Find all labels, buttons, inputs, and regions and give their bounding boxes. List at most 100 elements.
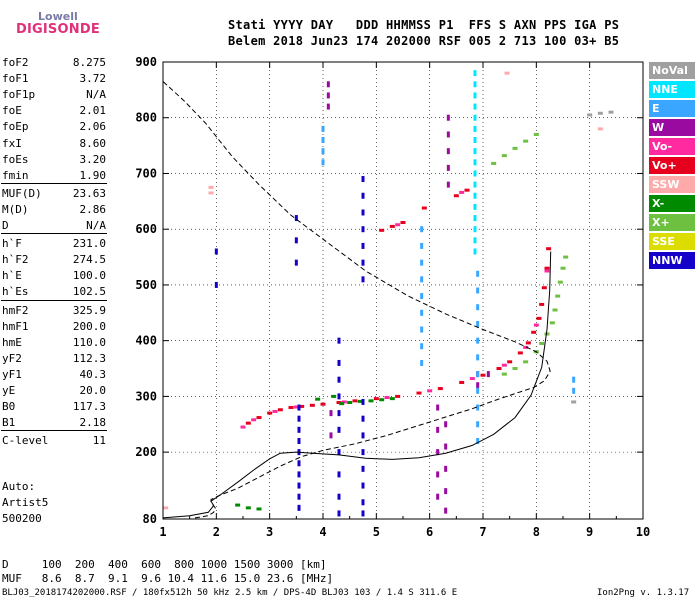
param-row: yF1 40.3 [2, 368, 106, 384]
data-point-x- [379, 398, 385, 402]
data-point-e [476, 287, 480, 294]
data-point-nnw [294, 237, 298, 244]
data-point-e [420, 343, 424, 350]
param-name: foEs [2, 152, 29, 166]
data-point-nnw [294, 215, 298, 222]
data-point-vo- [256, 416, 262, 420]
param-value: 40.3 [79, 367, 107, 381]
data-point-e [321, 125, 325, 132]
chart-marks [163, 70, 614, 517]
auto-artist: Artist5 [2, 496, 49, 509]
data-point-x- [347, 401, 353, 405]
data-point-x- [339, 402, 345, 406]
param-row: hmF1 200.0 [2, 320, 106, 336]
data-point-vo- [464, 188, 470, 192]
data-point-w [326, 92, 330, 99]
x-tick-label: 4 [319, 525, 326, 539]
data-point-ssw [504, 71, 510, 75]
data-point-w [436, 449, 440, 456]
data-point-nne [473, 203, 477, 210]
virtual-height-curve [162, 251, 552, 519]
data-point-vo- [533, 323, 539, 327]
data-point-nnw [361, 432, 365, 439]
param-value: 23.63 [72, 186, 106, 200]
data-point-nnw [361, 276, 365, 283]
data-point-vo- [336, 401, 342, 405]
data-point-e [476, 304, 480, 311]
data-point-vo- [384, 396, 390, 400]
data-point-x- [544, 332, 550, 336]
data-point-e [476, 371, 480, 378]
data-point-e [476, 421, 480, 428]
data-point-vo- [373, 397, 379, 401]
data-point-vo- [546, 247, 552, 251]
data-point-nne [473, 92, 477, 99]
data-point-nnw [297, 426, 301, 433]
data-point-vo- [531, 330, 537, 334]
param-name: foF1p [2, 88, 36, 102]
y-tick-label: 800 [135, 111, 157, 125]
x-tick-label: 5 [373, 525, 380, 539]
param-row: M(D) 2.86 [2, 203, 106, 219]
param-name: h`E [2, 269, 22, 283]
data-point-nnw [337, 359, 341, 366]
data-point-noval [597, 111, 603, 115]
data-point-nnw [361, 465, 365, 472]
param-name: hmF2 [2, 303, 29, 317]
data-point-vo- [272, 409, 278, 413]
data-point-x- [533, 132, 539, 136]
param-name: yF1 [2, 367, 22, 381]
param-value: N/A [86, 219, 106, 232]
data-point-nne [473, 81, 477, 88]
data-point-e [420, 293, 424, 300]
param-separator [1, 233, 107, 235]
data-point-x- [523, 360, 529, 364]
data-point-nnw [297, 437, 301, 444]
param-value: 8.275 [72, 56, 106, 69]
data-point-e [420, 226, 424, 233]
y-tick-label: 700 [135, 166, 157, 180]
data-point-vo- [240, 425, 246, 429]
param-row: foE 2.01 [2, 104, 106, 120]
param-value: 110.0 [72, 335, 106, 349]
param-row: h`E 100.0 [2, 269, 106, 285]
data-point-w [444, 421, 448, 428]
param-value: 2.01 [79, 104, 107, 118]
data-point-vo- [539, 302, 545, 306]
param-name: M(D) [2, 202, 29, 216]
param-value: 2.86 [79, 202, 107, 216]
data-point-vo- [299, 404, 305, 408]
data-point-nne [473, 192, 477, 199]
param-name: h`Es [2, 285, 29, 299]
data-point-x- [523, 139, 529, 143]
data-point-nne [473, 226, 477, 233]
data-point-vo- [320, 402, 326, 406]
param-value: 3.72 [79, 72, 107, 86]
param-name: hmF1 [2, 319, 29, 333]
data-point-nnw [361, 449, 365, 456]
data-point-w [476, 382, 480, 389]
param-value: 112.3 [72, 351, 106, 365]
data-point-nnw [214, 248, 218, 255]
footer-version: Ion2Png v. 1.3.17 [597, 588, 690, 598]
data-point-e [476, 437, 480, 444]
data-point-x- [235, 503, 241, 507]
data-point-vo- [453, 194, 459, 198]
data-point-nnw [297, 504, 301, 511]
param-value: 117.3 [72, 400, 106, 414]
data-point-vo- [352, 399, 358, 403]
auto-code: 500200 [2, 512, 42, 525]
data-point-e [572, 376, 576, 383]
header-values: Belem 2018 Jun23 174 202000 RSF 005 2 71… [228, 34, 620, 48]
y-tick-label: 600 [135, 222, 157, 236]
data-point-vo- [536, 316, 542, 320]
data-point-vo- [507, 360, 513, 364]
data-point-vo- [389, 224, 395, 228]
legend-item-nnw: NNW [649, 252, 695, 269]
x-tick-label: 6 [426, 525, 433, 539]
legend-item-vo-: Vo- [649, 138, 695, 155]
y-tick-label: 500 [135, 278, 157, 292]
data-point-nne [473, 170, 477, 177]
x-tick-label: 3 [266, 525, 273, 539]
